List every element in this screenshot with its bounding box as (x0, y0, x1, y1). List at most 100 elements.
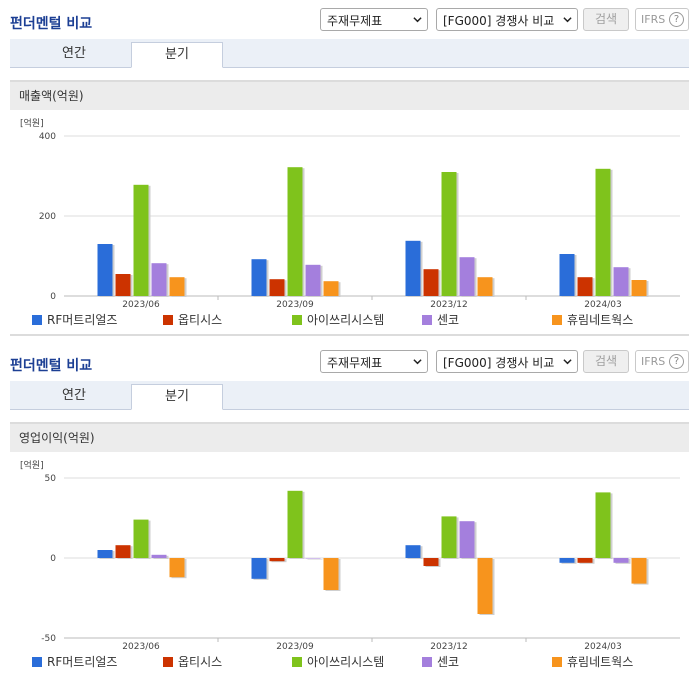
legend-item[interactable]: 옵티시스 (163, 652, 222, 672)
bar (133, 184, 149, 296)
statement-select[interactable]: 주재무제표 (320, 8, 428, 31)
bar (423, 269, 439, 296)
search-button[interactable]: 검색 (583, 8, 629, 31)
bar (169, 277, 185, 296)
y-tick-label: 400 (39, 132, 56, 142)
bar (423, 558, 439, 566)
y-unit-label: [억원] (20, 117, 44, 129)
bar (595, 168, 611, 296)
bar (405, 545, 421, 558)
legend-label: 휴림네트웍스 (567, 313, 634, 327)
statement-select[interactable]: 주재무제표 (320, 350, 428, 373)
legend-swatch (292, 657, 302, 667)
ifrs-button[interactable]: IFRS ? (635, 350, 689, 373)
legend-swatch (163, 315, 173, 325)
tab-annual[interactable]: 연간 (62, 46, 86, 61)
ifrs-button[interactable]: IFRS ? (635, 8, 689, 31)
bar (595, 492, 611, 558)
fundamental-compare-panel: 펀더멘털 비교 주재무제표 [FG000] 경쟁사 비교 검색 IFRS ? 연… (0, 342, 696, 684)
bar (577, 277, 593, 296)
y-tick-label: -50 (41, 634, 56, 644)
bar (115, 545, 131, 558)
ifrs-label: IFRS (641, 13, 666, 26)
legend-item[interactable]: 휴림네트웍스 (552, 310, 633, 330)
chart-legend: RF머트리얼즈 옵티시스 아이쓰리시스템 센코 휴림네트웍스 (0, 652, 696, 672)
ifrs-label: IFRS (641, 355, 666, 368)
legend-item[interactable]: 센코 (422, 310, 459, 330)
panel-title: 펀더멘털 비교 (10, 16, 93, 32)
bar (631, 280, 647, 296)
legend-label: 휴림네트웍스 (567, 655, 634, 669)
revenue-bar-chart: [억원] 0 200 400 2023/06 2023/09 2023/12 2024/03 (20, 117, 680, 310)
legend-item[interactable]: 휴림네트웍스 (552, 652, 633, 672)
legend-item[interactable]: RF머트리얼즈 (32, 652, 117, 672)
chevron-down-icon (563, 17, 572, 23)
x-tick-label: 2024/03 (584, 300, 621, 310)
bar (441, 172, 457, 296)
bar (459, 521, 475, 558)
legend-item[interactable]: 아이쓰리시스템 (292, 652, 384, 672)
legend-label: 아이쓰리시스템 (307, 655, 385, 669)
chevron-down-icon (413, 17, 422, 23)
y-tick-label: 200 (39, 212, 56, 222)
y-tick-label: 50 (45, 474, 57, 484)
period-tabs: 연간 분기 (10, 39, 689, 68)
y-tick-label: 0 (50, 554, 56, 564)
bar (305, 558, 321, 559)
compare-select-value: [FG000] 경쟁사 비교 (443, 356, 555, 370)
legend-label: 센코 (437, 313, 460, 327)
bar (577, 558, 593, 563)
bar (559, 254, 575, 296)
x-tick-label: 2023/06 (122, 300, 160, 310)
legend-label: 옵티시스 (178, 313, 223, 327)
search-button[interactable]: 검색 (583, 350, 629, 373)
compare-select[interactable]: [FG000] 경쟁사 비교 (436, 8, 578, 31)
x-tick-label: 2023/06 (122, 642, 160, 652)
legend-item[interactable]: RF머트리얼즈 (32, 310, 117, 330)
bar-shadow (307, 559, 323, 560)
legend-label: 센코 (437, 655, 460, 669)
divider (10, 334, 689, 336)
bar (97, 550, 113, 558)
bar (305, 264, 321, 296)
legend-swatch (32, 657, 42, 667)
tab-annual[interactable]: 연간 (62, 388, 86, 403)
legend-swatch (292, 315, 302, 325)
x-tick-label: 2024/03 (584, 642, 621, 652)
compare-select[interactable]: [FG000] 경쟁사 비교 (436, 350, 578, 373)
bar (631, 558, 647, 584)
period-tabs: 연간 분기 (10, 381, 689, 410)
statement-select-value: 주재무제표 (327, 14, 383, 28)
legend-label: RF머트리얼즈 (47, 655, 118, 669)
bar (613, 558, 629, 563)
chevron-down-icon (413, 359, 422, 365)
bar (251, 558, 267, 579)
help-icon: ? (669, 12, 684, 27)
legend-item[interactable]: 센코 (422, 652, 459, 672)
bar (97, 244, 113, 296)
bar (269, 558, 285, 562)
bar (151, 554, 167, 558)
compare-select-value: [FG000] 경쟁사 비교 (443, 14, 555, 28)
bar (477, 558, 493, 614)
statement-select-value: 주재무제표 (327, 356, 383, 370)
legend-item[interactable]: 아이쓰리시스템 (292, 310, 384, 330)
tab-quarter[interactable]: 분기 (131, 42, 223, 68)
chevron-down-icon (563, 359, 572, 365)
legend-label: 아이쓰리시스템 (307, 313, 385, 327)
section-title: 매출액(억원) (10, 80, 689, 110)
bar (323, 558, 339, 590)
bar (477, 277, 493, 296)
tab-quarter[interactable]: 분기 (131, 384, 223, 410)
bar (287, 490, 303, 558)
bar (323, 281, 339, 296)
chart-legend: RF머트리얼즈 옵티시스 아이쓰리시스템 센코 휴림네트웍스 (0, 310, 696, 330)
legend-item[interactable]: 옵티시스 (163, 310, 222, 330)
legend-label: 옵티시스 (178, 655, 223, 669)
x-tick-label: 2023/09 (276, 300, 314, 310)
bar (115, 274, 131, 296)
legend-swatch (32, 315, 42, 325)
y-tick-label: 0 (50, 292, 56, 302)
legend-swatch (163, 657, 173, 667)
x-tick-label: 2023/12 (430, 642, 467, 652)
